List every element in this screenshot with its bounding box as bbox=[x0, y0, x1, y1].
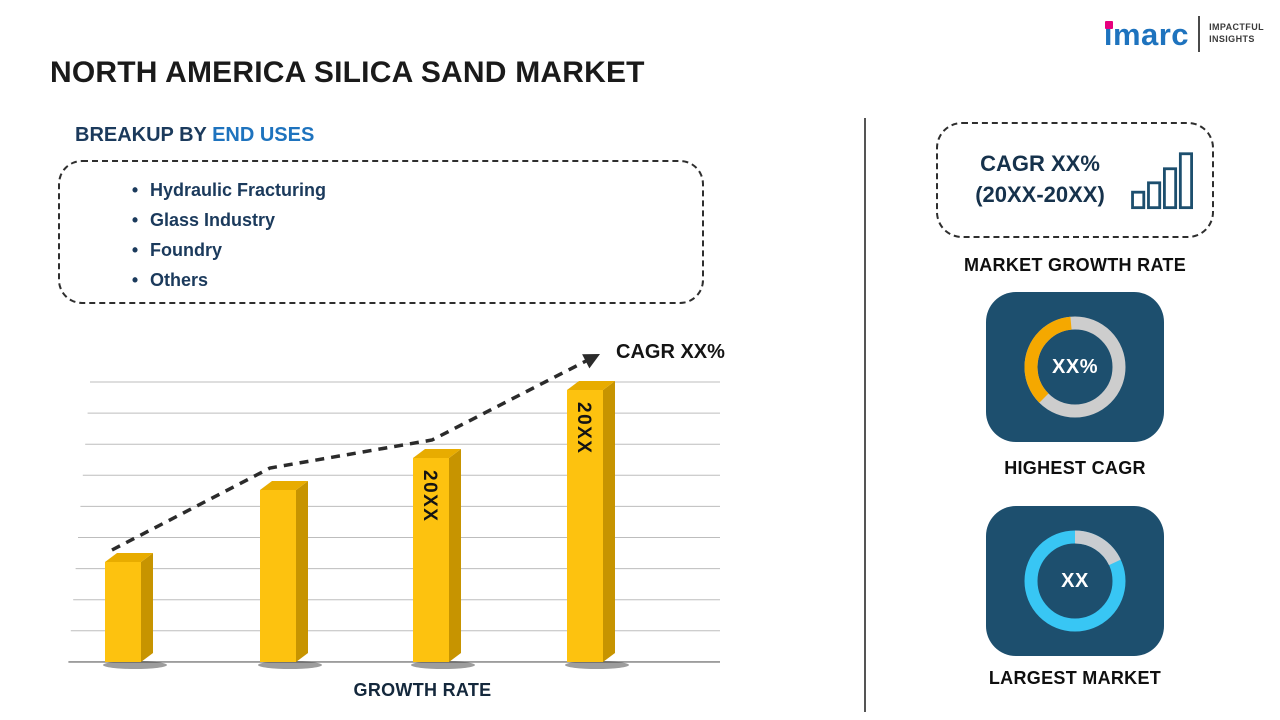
logo-magenta-dot-icon bbox=[1104, 20, 1113, 29]
bar-side-face bbox=[603, 381, 615, 662]
donut-ring-accent bbox=[1024, 530, 1126, 632]
bullet-icon: • bbox=[131, 209, 139, 230]
logo-brand-word: imarc bbox=[1103, 16, 1190, 52]
bar-top-face bbox=[105, 553, 153, 562]
highest-cagr-card: XX% bbox=[986, 292, 1164, 442]
cagr-line1: CAGR XX% bbox=[980, 151, 1100, 177]
logo-tagline-line2: INSIGHTS bbox=[1209, 34, 1255, 44]
bar-top-face bbox=[260, 481, 308, 490]
trend-arrow-head bbox=[582, 354, 600, 369]
breakup-heading: BREAKUP BY END USES bbox=[75, 124, 314, 147]
page-title: NORTH AMERICA SILICA SAND MARKET bbox=[50, 56, 645, 89]
growth-rate-bar-chart bbox=[60, 340, 750, 680]
bar bbox=[413, 458, 449, 662]
bullet-icon: • bbox=[131, 269, 139, 290]
donut-canvas bbox=[1024, 316, 1126, 418]
bar-top-face bbox=[413, 449, 461, 458]
logo-tagline-line1: IMPACTFUL bbox=[1209, 22, 1264, 33]
logo-tagline: IMPACTFUL INSIGHTS bbox=[1209, 22, 1264, 45]
cagr-annotation: CAGR XX% bbox=[616, 341, 725, 363]
largest-market-caption: LARGEST MARKET bbox=[988, 668, 1162, 688]
bar bbox=[260, 490, 296, 662]
breakup-heading-highlight: END USES bbox=[212, 124, 315, 146]
bar-side-face bbox=[141, 553, 153, 662]
bullet-icon: • bbox=[131, 239, 139, 260]
donut-center-value: XX bbox=[1061, 569, 1089, 592]
bar-shadow bbox=[103, 661, 167, 669]
bullet-icon: • bbox=[131, 179, 139, 200]
largest-market-donut-chart: XX bbox=[1019, 525, 1131, 637]
list-item-label: Foundry bbox=[150, 239, 222, 260]
bar-shadow bbox=[258, 661, 322, 669]
market-growth-rate-caption: MARKET GROWTH RATE bbox=[963, 255, 1187, 275]
donut-center-value: XX% bbox=[1052, 355, 1098, 378]
imarc-logo-text: imarc bbox=[1104, 19, 1189, 50]
bar bbox=[105, 562, 141, 662]
market-growth-rate-card: CAGR XX% (20XX-20XX) bbox=[936, 122, 1214, 238]
breakup-list-box: • Hydraulic Fracturing • Glass Industry … bbox=[58, 160, 704, 304]
list-item: • Hydraulic Fracturing bbox=[60, 175, 702, 205]
bar-shadow bbox=[411, 661, 475, 669]
bar bbox=[567, 390, 603, 662]
list-item-label: Hydraulic Fracturing bbox=[150, 179, 327, 200]
donut-canvas bbox=[1024, 530, 1126, 632]
chart-x-axis-label: GROWTH RATE bbox=[353, 680, 492, 700]
list-item: • Foundry bbox=[60, 235, 702, 265]
growth-bars-icon bbox=[1131, 152, 1193, 210]
vertical-divider bbox=[864, 118, 866, 712]
trend-arrow-line bbox=[111, 359, 587, 552]
bar-chart-canvas bbox=[68, 354, 720, 669]
list-item: • Glass Industry bbox=[60, 205, 702, 235]
breakup-heading-prefix: BREAKUP BY bbox=[75, 124, 207, 146]
bar-side-face bbox=[296, 481, 308, 662]
list-item: • Others bbox=[60, 265, 702, 295]
imarc-logo: imarc IMPACTFUL INSIGHTS bbox=[1104, 16, 1264, 52]
bar-label: 20XX bbox=[573, 402, 594, 455]
list-item-label: Others bbox=[150, 269, 209, 290]
largest-market-card: XX bbox=[986, 506, 1164, 656]
cagr-line2: (20XX-20XX) bbox=[975, 182, 1105, 207]
highest-cagr-donut-chart: XX% bbox=[1019, 311, 1131, 423]
highest-cagr-caption: HIGHEST CAGR bbox=[1004, 458, 1146, 478]
bar-top-face bbox=[567, 381, 615, 390]
list-item-label: Glass Industry bbox=[150, 209, 276, 230]
bar-shadow bbox=[565, 661, 629, 669]
cagr-value-text: CAGR XX% (20XX-20XX) bbox=[958, 149, 1122, 211]
logo-divider bbox=[1198, 16, 1201, 52]
bar-label: 20XX bbox=[419, 470, 440, 523]
bar-side-face bbox=[449, 449, 461, 662]
